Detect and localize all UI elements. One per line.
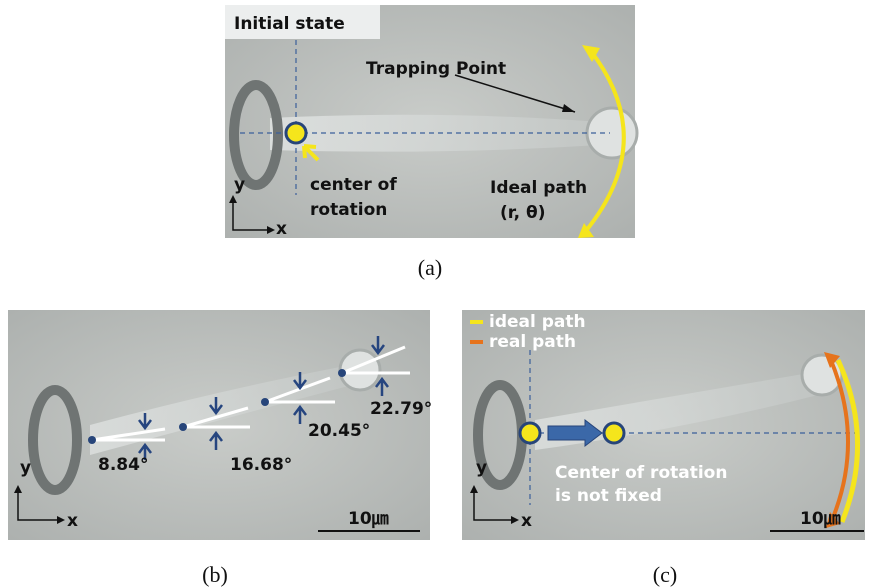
annotation: Ideal path <box>490 178 587 198</box>
legend-label: real path <box>489 332 576 352</box>
axis-label: y <box>476 458 487 478</box>
panel-c: ideal path real path Center of rotation … <box>462 310 865 587</box>
center-marker <box>604 423 624 443</box>
angle-label: 8.84° <box>98 455 148 475</box>
angle-label: 16.68° <box>230 455 292 475</box>
axis-label: x <box>67 511 78 531</box>
angle-label: 22.79° <box>370 399 432 419</box>
figure: Initial state Trapping Point center of r… <box>0 0 870 588</box>
scale-label: 10㎛ <box>800 509 841 529</box>
axis-label: y <box>234 175 245 195</box>
panel-label: (c) <box>653 562 677 587</box>
panel-label: (a) <box>418 255 442 280</box>
annotation: Trapping Point <box>366 59 506 79</box>
center-marker <box>520 423 540 443</box>
axis-label: y <box>20 458 31 478</box>
axis-label: x <box>521 511 532 531</box>
title: Initial state <box>234 14 345 34</box>
panel-a: Initial state Trapping Point center of r… <box>225 5 637 280</box>
center-marker <box>286 123 306 143</box>
panel-b: 8.84° 16.68° 20.45° 22.79° y x 10㎛ (b) <box>8 310 432 587</box>
legend-label: ideal path <box>489 312 586 332</box>
annotation: rotation <box>310 200 387 220</box>
annotation: Center of rotation <box>555 463 727 483</box>
panel-label: (b) <box>202 562 228 587</box>
annotation: center of <box>310 175 397 195</box>
axis-label: x <box>276 219 287 239</box>
scale-label: 10㎛ <box>348 509 389 529</box>
angle-label: 20.45° <box>308 421 370 441</box>
annotation: is not fixed <box>555 486 662 506</box>
annotation: (r, θ) <box>500 203 545 223</box>
